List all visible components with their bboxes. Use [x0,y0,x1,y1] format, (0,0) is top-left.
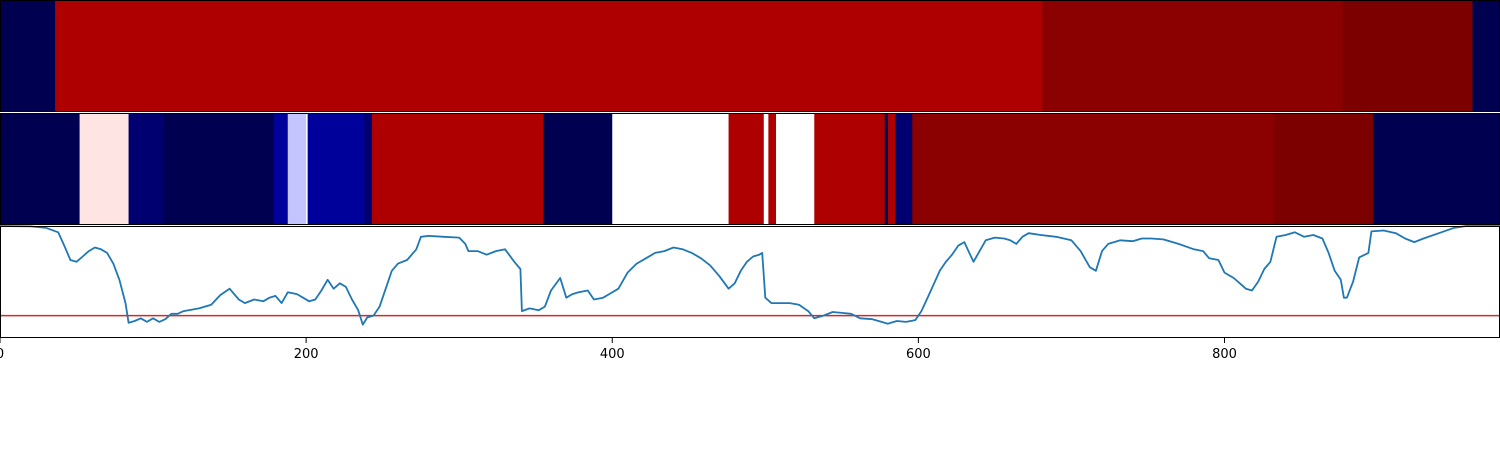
heatmap-segment [612,113,730,225]
heatmap-segment [307,113,365,225]
heatmap-segment [79,113,130,225]
heatmap-segment [1372,113,1500,225]
x-tick-label: 800 [1212,347,1237,362]
heatmap-segment [814,113,886,225]
heatmap-segment [728,113,765,225]
heatmap-segment [163,113,275,225]
heatmap-segment [1273,113,1374,225]
heatmap-segment [912,113,1274,225]
heatmap-segment [768,113,777,225]
x-axis: 0 200 400 600 800 [0,338,1237,362]
heatmap-segment [55,0,1043,112]
heatmap-segment [1342,0,1473,112]
heatmap-segment [1042,0,1343,112]
heatmap-segment [364,113,373,225]
heatmap-segment [779,113,815,225]
top-heatmap-strip [0,0,1500,112]
heatmap-segment [128,113,165,225]
x-tick-label: 600 [906,347,931,362]
x-tick-label: 200 [294,347,319,362]
heatmap-segment [763,113,769,225]
heatmap-segment [887,113,896,225]
heatmap-segment [287,113,307,225]
x-tick-label: 400 [600,347,625,362]
heatmap-segment [884,113,889,225]
heatmap-segment [0,0,56,112]
middle-heatmap-strip [0,113,1500,225]
heatmap-segment [776,113,780,225]
heatmap-segment [306,113,309,225]
heatmap-segment [543,113,613,225]
heatmap-segment [0,113,81,225]
heatmap-segment [273,113,289,225]
line-plot-panel [0,225,1500,326]
series-line [0,225,1500,326]
heatmap-segment [895,113,913,225]
heatmap-segment [371,113,544,225]
heatmap-segment [1472,0,1500,112]
x-tick-label: 0 [0,347,4,362]
